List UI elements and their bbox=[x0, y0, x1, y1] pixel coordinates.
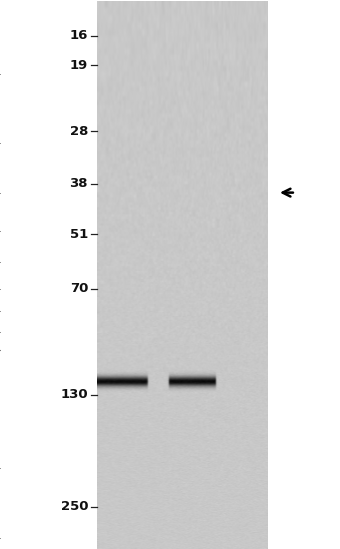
Text: 51: 51 bbox=[70, 228, 88, 241]
Text: 28: 28 bbox=[70, 125, 88, 138]
Text: 130: 130 bbox=[61, 388, 88, 401]
Text: 19: 19 bbox=[70, 59, 88, 71]
Text: 70: 70 bbox=[70, 282, 88, 295]
Text: 16: 16 bbox=[70, 29, 88, 42]
Text: 38: 38 bbox=[70, 177, 88, 191]
Text: 250: 250 bbox=[61, 500, 88, 513]
